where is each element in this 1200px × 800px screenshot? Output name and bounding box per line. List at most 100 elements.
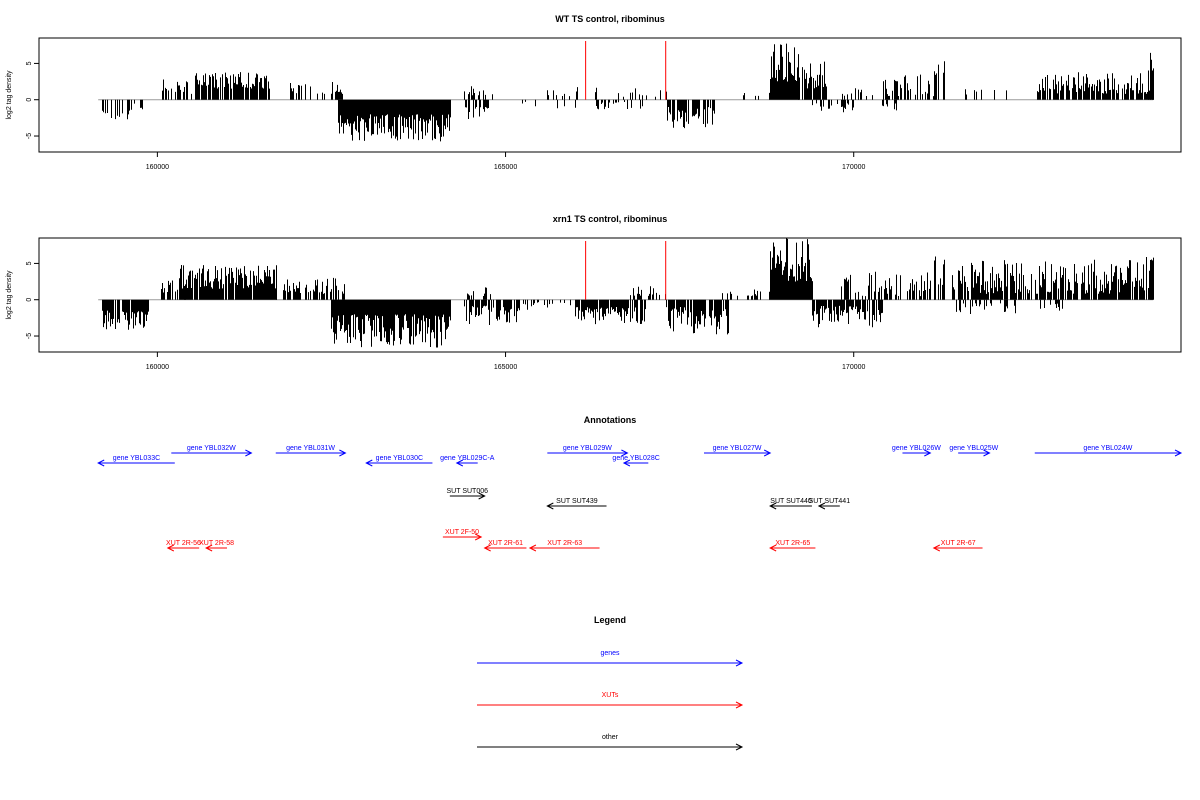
feature-label: gene YBL033C [113, 455, 160, 462]
feature-label: gene YBL029C-A [440, 455, 495, 462]
density-panel-2: xrn1 TS control, ribominus log2 tag densi… [6, 214, 1182, 371]
feature-label: XUT 2R-56 [166, 540, 201, 547]
legend-label: genes [600, 650, 620, 657]
feature-other: SUT SUT006 [447, 488, 489, 500]
y-tick-label: -5 [26, 333, 33, 339]
feature-other: SUT SUT440 [769, 498, 812, 510]
feature-arrow [455, 459, 478, 467]
feature-gene: gene YBL024W [1034, 445, 1183, 457]
feature-other: SUT SUT439 [546, 498, 607, 510]
y-tick-label: 5 [26, 261, 33, 265]
feature-arrow [275, 449, 347, 457]
feature-xut: XUT 2R-67 [932, 540, 983, 552]
feature-label: gene YBL028C [612, 455, 659, 462]
density-panels: WT TS control, ribominus log2 tag density… [6, 14, 1182, 371]
legend-items: genes XUTs other [477, 650, 744, 751]
feature-label: XUT 2R-58 [199, 540, 234, 547]
plot-frame [38, 37, 1182, 153]
feature-gene: gene YBL031W [275, 445, 347, 457]
feature-arrow [205, 544, 228, 552]
feature-arrow [483, 544, 527, 552]
feature-arrow [958, 449, 991, 457]
feature-arrow [1034, 449, 1183, 457]
x-tick-label: 170000 [842, 364, 865, 371]
feature-label: gene YBL031W [286, 445, 335, 452]
feature-label: gene YBL027W [713, 445, 762, 452]
y-axis-label: log2 tag density [6, 70, 13, 120]
feature-label: gene YBL029W [563, 445, 612, 452]
legend-title: Legend [594, 615, 626, 625]
legend-arrow [477, 743, 744, 751]
feature-arrow [622, 459, 649, 467]
feature-arrow [547, 449, 629, 457]
feature-label: XUT 2R-65 [775, 540, 810, 547]
feature-xut: XUT 2R-56 [166, 540, 201, 552]
feature-arrow [528, 544, 600, 552]
feature-label: SUT SUT439 [556, 498, 598, 505]
legend: Legend genes XUTs other [477, 615, 744, 751]
feature-other: SUT SUT441 [809, 498, 851, 510]
feature-label: SUT SUT006 [447, 488, 489, 495]
feature-label: XUT 2R-67 [941, 540, 976, 547]
legend-arrow [477, 659, 744, 667]
x-tick-label: 170000 [842, 164, 865, 171]
density-panel-1: WT TS control, ribominus log2 tag density… [6, 14, 1182, 171]
feature-label: XUT 2F-50 [445, 529, 479, 536]
feature-arrow [817, 502, 840, 510]
x-tick-label: 160000 [146, 164, 169, 171]
panel-title: xrn1 TS control, ribominus [553, 214, 668, 224]
feature-gene: gene YBL026W [892, 445, 941, 457]
annotations-title: Annotations [584, 415, 637, 425]
feature-gene: gene YBL025W [949, 445, 999, 457]
y-axis-label: log2 tag density [6, 270, 13, 320]
feature-label: gene YBL026W [892, 445, 941, 452]
feature-gene: gene YBL032W [171, 445, 253, 457]
feature-arrow [704, 449, 772, 457]
feature-arrow [769, 502, 812, 510]
legend-label: XUTs [602, 692, 619, 699]
feature-label: gene YBL024W [1083, 445, 1132, 452]
feature-arrow [166, 544, 200, 552]
feature-label: XUT 2R-61 [488, 540, 523, 547]
feature-arrow [97, 459, 175, 467]
feature-label: SUT SUT440 [770, 498, 812, 505]
feature-arrow [171, 449, 253, 457]
feature-list: gene YBL033C gene YBL032W gene YBL031W gene… [97, 445, 1183, 552]
feature-arrow [769, 544, 816, 552]
feature-xut: XUT 2R-58 [199, 540, 234, 552]
feature-label: gene YBL025W [949, 445, 998, 452]
feature-label: XUT 2R-63 [547, 540, 582, 547]
feature-arrow [449, 492, 486, 500]
y-tick-label: 0 [26, 98, 33, 102]
feature-xut: XUT 2F-50 [442, 529, 483, 541]
x-tick-label: 160000 [146, 364, 169, 371]
feature-arrow [902, 449, 932, 457]
feature-gene: gene YBL028C [612, 455, 660, 467]
feature-gene: gene YBL029C-A [440, 455, 495, 467]
y-tick-label: 5 [26, 61, 33, 65]
feature-xut: XUT 2R-65 [769, 540, 816, 552]
feature-gene: gene YBL033C [97, 455, 175, 467]
feature-label: SUT SUT441 [809, 498, 851, 505]
panel-title: WT TS control, ribominus [555, 14, 665, 24]
feature-gene: gene YBL027W [704, 445, 772, 457]
x-tick-label: 165000 [494, 364, 517, 371]
feature-arrow [442, 533, 483, 541]
legend-item-gene: genes [477, 650, 744, 667]
density-bars [102, 238, 1154, 348]
y-tick-label: -5 [26, 133, 33, 139]
legend-arrow [477, 701, 744, 709]
feature-xut: XUT 2R-63 [528, 540, 600, 552]
feature-gene: gene YBL030C [365, 455, 433, 467]
legend-label: other [602, 734, 619, 741]
legend-item-other: other [477, 734, 744, 751]
plot-frame [38, 237, 1182, 353]
density-bars [102, 43, 1154, 142]
feature-arrow [546, 502, 607, 510]
feature-label: gene YBL032W [187, 445, 236, 452]
x-tick-label: 165000 [494, 164, 517, 171]
feature-xut: XUT 2R-61 [483, 540, 527, 552]
feature-arrow [365, 459, 433, 467]
feature-label: gene YBL030C [376, 455, 423, 462]
